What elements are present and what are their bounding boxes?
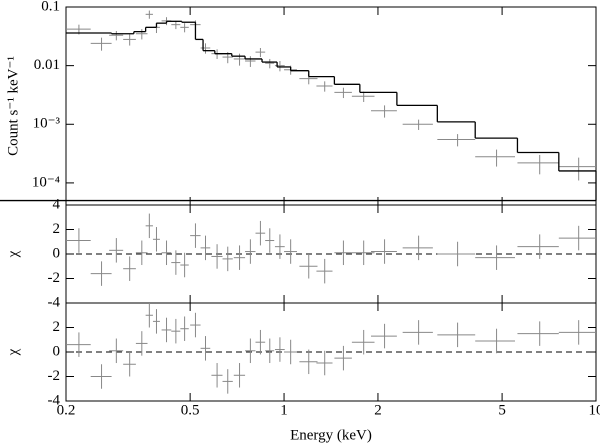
y-tick-label: 10⁻³ — [33, 116, 61, 132]
y-axis-label: Count s⁻¹ keV⁻¹ — [5, 56, 21, 156]
panel-frame — [65, 6, 597, 206]
y-tick-label: 0.01 — [34, 57, 60, 73]
y-tick-label: 0.1 — [41, 0, 60, 14]
y-axis-label: χ — [5, 348, 21, 356]
x-tick-label: 0.2 — [57, 402, 76, 418]
y-tick-label: 0 — [53, 343, 61, 359]
y-tick-label: 2 — [53, 319, 61, 335]
x-tick-label: 2 — [374, 402, 382, 418]
y-tick-label: -2 — [48, 270, 61, 286]
y-tick-label: -4 — [48, 392, 61, 408]
y-tick-label: 2 — [53, 221, 61, 237]
y-tick-label: 0 — [53, 245, 61, 261]
x-tick-label: 10 — [589, 402, 600, 418]
y-tick-label: 10⁻⁴ — [32, 174, 60, 190]
y-tick-label: -2 — [48, 368, 61, 384]
y-axis-label: χ — [5, 250, 21, 258]
x-tick-label: 0.5 — [181, 402, 200, 418]
x-axis-label: Energy (keV) — [290, 427, 372, 443]
x-tick-label: 1 — [280, 402, 288, 418]
y-tick-label: 4 — [53, 196, 61, 212]
x-tick-label: 5 — [498, 402, 506, 418]
y-tick-label: -4 — [48, 294, 61, 310]
